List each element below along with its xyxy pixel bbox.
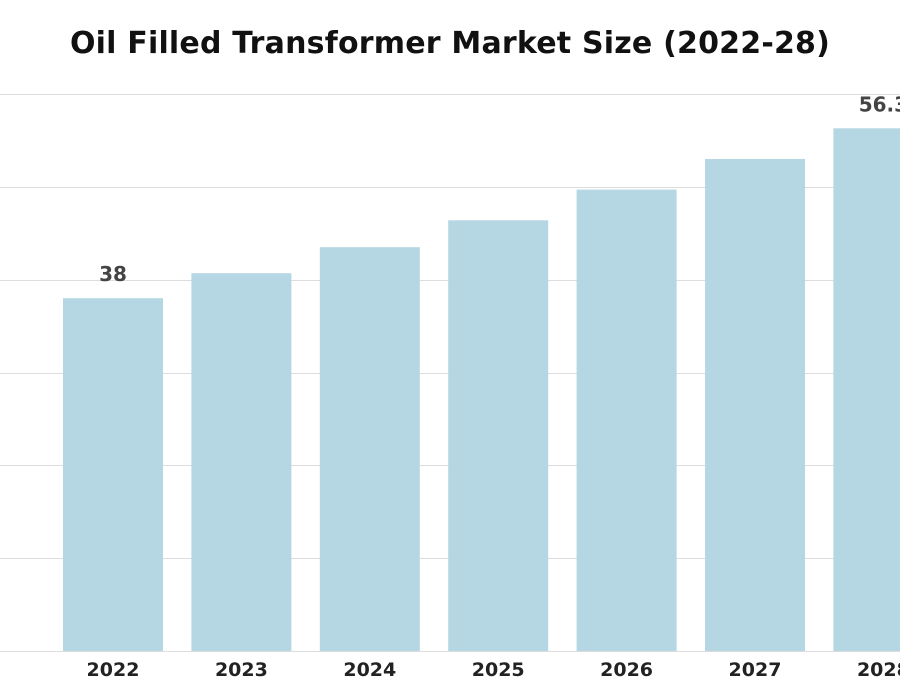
x-tick-label-2026: 2026 <box>600 659 653 681</box>
x-tick-label-2025: 2025 <box>472 659 525 681</box>
x-tick-label-2027: 2027 <box>729 659 782 681</box>
bar-2028 <box>833 128 900 652</box>
bar-2027 <box>705 159 805 651</box>
bar-2024 <box>319 247 420 651</box>
bar-2026 <box>576 189 677 651</box>
data-labels: 38 56.3 <box>99 92 900 286</box>
chart-title: Oil Filled Transformer Market Size (2022… <box>69 26 831 61</box>
x-tick-label-2023: 2023 <box>215 659 268 681</box>
x-axis-ticks: 2022 2023 2024 2025 2026 2027 2028 <box>87 659 900 681</box>
bar-2025 <box>448 220 549 652</box>
bar-2023 <box>191 273 292 651</box>
bar-2022 <box>63 298 163 651</box>
x-tick-label-2028: 2028 <box>857 659 900 681</box>
data-label-2028: 56.3 <box>859 92 900 116</box>
bars <box>63 128 900 652</box>
x-tick-label-2024: 2024 <box>343 659 396 681</box>
x-tick-label-2022: 2022 <box>87 659 140 681</box>
data-label-2022: 38 <box>99 262 127 286</box>
